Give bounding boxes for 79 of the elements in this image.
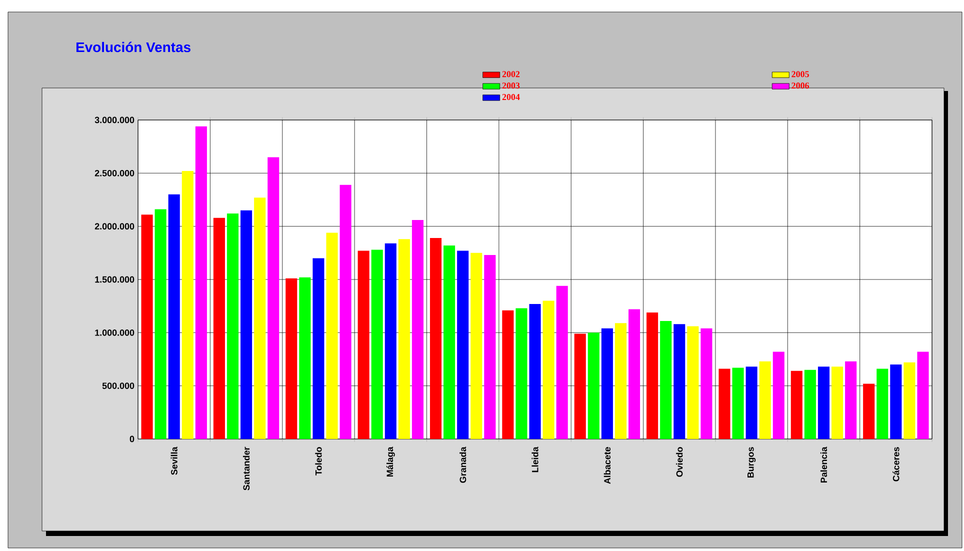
y-tick-label: 3.000.000 bbox=[94, 116, 134, 124]
x-tick-label: Santander bbox=[242, 446, 250, 490]
y-tick-label: 2.000.000 bbox=[94, 223, 134, 230]
legend-label: 2005 bbox=[792, 71, 809, 78]
bar bbox=[646, 312, 658, 439]
bar bbox=[213, 218, 225, 439]
bar bbox=[772, 352, 784, 439]
bar bbox=[326, 232, 338, 439]
bar bbox=[660, 320, 672, 439]
x-tick-label: Sevilla bbox=[170, 446, 178, 475]
bar bbox=[141, 214, 153, 439]
bar bbox=[195, 126, 207, 439]
bar bbox=[917, 352, 929, 439]
bar bbox=[516, 308, 528, 439]
bar bbox=[470, 252, 482, 439]
bar bbox=[268, 157, 280, 439]
bar bbox=[358, 250, 370, 439]
bar bbox=[845, 361, 857, 439]
x-tick-label: Albacete bbox=[604, 447, 610, 484]
bar bbox=[732, 368, 744, 439]
bar bbox=[412, 220, 424, 439]
bar bbox=[832, 366, 844, 439]
x-tick-label: Oviedo bbox=[676, 447, 683, 477]
bar bbox=[700, 328, 712, 439]
bar bbox=[299, 277, 311, 439]
bar bbox=[168, 194, 180, 439]
x-tick-label: Toledo bbox=[315, 447, 322, 476]
bar bbox=[687, 326, 699, 439]
bar bbox=[444, 245, 456, 439]
x-tick-label: Málaga bbox=[386, 446, 395, 477]
bar bbox=[556, 286, 568, 439]
y-tick-label: 0 bbox=[130, 436, 134, 442]
y-tick-label: 500.000 bbox=[102, 382, 134, 389]
bar bbox=[430, 238, 442, 439]
y-tick-label: 1.500.000 bbox=[95, 276, 134, 283]
bar bbox=[286, 278, 298, 439]
bar bbox=[628, 309, 640, 439]
bar bbox=[254, 198, 266, 439]
bar bbox=[340, 184, 352, 439]
bar bbox=[818, 366, 830, 439]
bar bbox=[588, 332, 600, 439]
bar bbox=[542, 300, 554, 439]
legend-label: 2004 bbox=[502, 94, 520, 100]
bar bbox=[457, 250, 469, 439]
bar bbox=[226, 214, 239, 439]
y-tick-label: 2.500.000 bbox=[94, 170, 134, 176]
bar bbox=[182, 171, 194, 439]
bar bbox=[398, 239, 410, 439]
x-tick-label: Lleida bbox=[532, 446, 538, 472]
bar bbox=[759, 361, 771, 439]
legend-label: 2003 bbox=[502, 82, 520, 89]
x-tick-label: Burgos bbox=[748, 447, 756, 478]
bar bbox=[890, 364, 902, 439]
bar bbox=[746, 366, 758, 439]
bar bbox=[674, 324, 686, 439]
legend-label: 2002 bbox=[502, 71, 520, 78]
bar bbox=[154, 209, 166, 439]
bar bbox=[876, 368, 888, 439]
x-tick-label: Granada bbox=[460, 446, 466, 483]
bar bbox=[484, 255, 496, 439]
bar bbox=[529, 304, 541, 439]
x-tick-label: Cáceres bbox=[892, 447, 900, 482]
bar bbox=[601, 328, 613, 439]
x-tick-label: Palencia bbox=[820, 446, 828, 483]
bar bbox=[804, 370, 816, 439]
bar bbox=[240, 210, 252, 439]
bar bbox=[502, 310, 514, 439]
bar bbox=[863, 384, 875, 439]
bar bbox=[790, 370, 802, 439]
bar bbox=[904, 362, 916, 439]
bar bbox=[371, 250, 383, 439]
bar bbox=[312, 258, 324, 439]
bar bbox=[384, 243, 396, 439]
bar bbox=[718, 368, 730, 439]
y-tick-label: 1.000.000 bbox=[95, 329, 134, 336]
legend-label: 2006 bbox=[792, 82, 809, 89]
bar bbox=[574, 334, 586, 439]
chart-title: Evolución Ventas bbox=[76, 42, 190, 52]
bar bbox=[614, 323, 627, 439]
